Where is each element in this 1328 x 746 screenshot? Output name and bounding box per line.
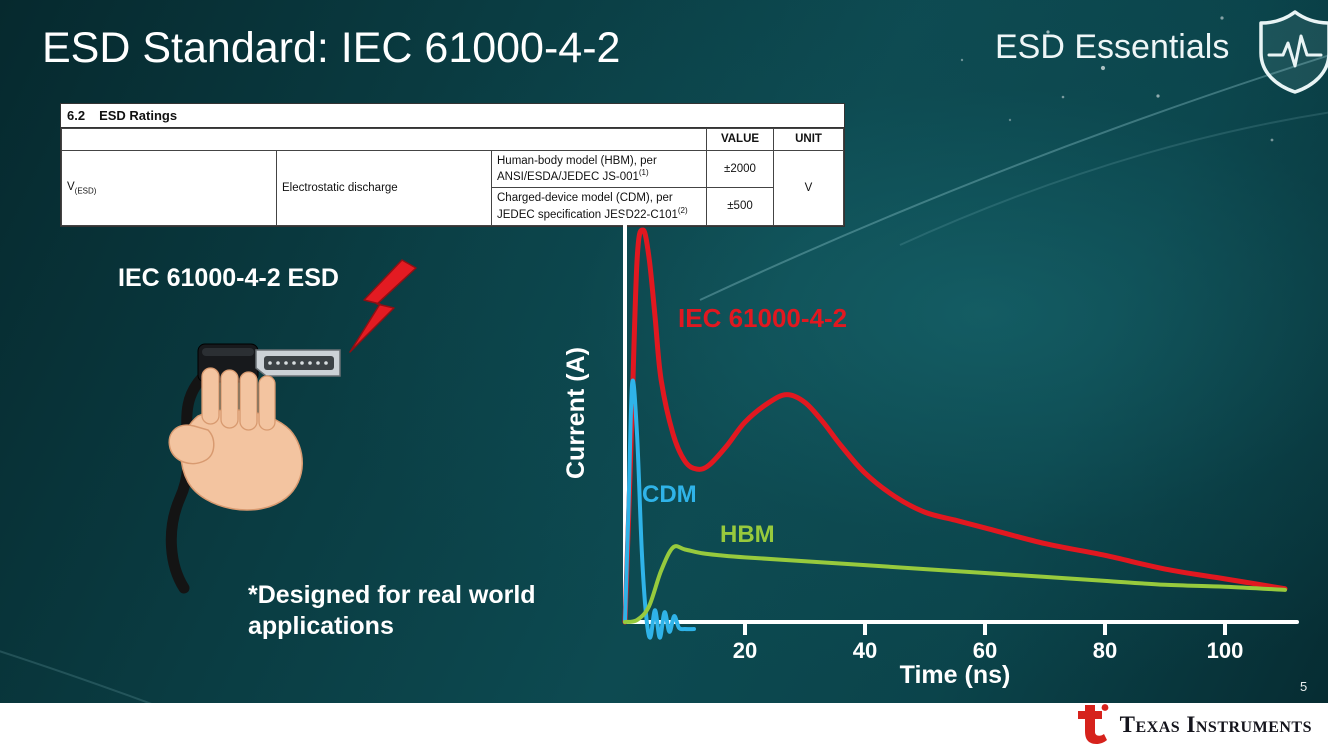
x-tick-label: 60 [973,638,997,663]
series-curve-hbm [623,544,1287,624]
ti-wordmark: Texas Instruments [1119,711,1312,737]
series-label-cdm: CDM [642,481,697,508]
value-header-cell: VALUE [706,128,774,151]
header-spacer-cell [61,128,707,151]
x-tick-label: 100 [1207,638,1244,663]
fingers [201,367,276,431]
thumb [168,424,215,465]
hbm-value-cell: ±2000 [706,149,774,189]
y-axis-label: Current (A) [562,347,590,480]
slide-title: ESD Standard: IEC 61000-4-2 [42,24,621,72]
series-label-iec: IEC 61000-4-2 [678,303,848,333]
ti-logo-icon [1077,703,1109,744]
table-caption: 6.2 ESD Ratings [61,104,844,129]
hbm-description: Human-body model (HBM), per ANSI/ESDA/JE… [497,154,657,183]
symbol-subscript: (ESD) [74,185,97,195]
designed-footnote: *Designed for real world applications [248,581,536,641]
table-caption-number: 6.2 [67,108,86,123]
parameter-cell: Electrostatic discharge [276,149,492,226]
lightning-bolt-icon [349,259,417,353]
footer-bar: Texas Instruments [0,703,1328,746]
esd-chart-svg: 20 40 60 80 100 [622,215,1299,663]
symbol-base: V [67,180,75,193]
cdm-description-cell: Charged-device model (CDM), per JEDEC sp… [491,187,707,226]
cable [165,368,212,594]
esd-waveform-chart: 20 40 60 80 100 Current (A) Time (ns) IEC 61… [560,205,1305,695]
series-label-hbm: HBM [720,521,775,548]
cdm-footnote-ref: (2) [677,205,688,215]
series-curve-iec-61000-4-2 [622,227,1288,625]
table-row: V(ESD) Electrostatic discharge Human-bod… [61,149,844,226]
connector-highlight [202,348,254,356]
unit-header-cell: UNIT [773,128,844,151]
plug-pins [268,361,328,365]
table-caption-text: ESD Ratings [99,108,178,123]
hbm-description-cell: Human-body model (HBM), per ANSI/ESDA/JE… [491,149,707,189]
plug-slot [264,356,334,370]
series-curve-cdm [623,378,696,640]
hand-holding-hdmi-illustration [165,343,341,594]
symbol-cell: V(ESD) [61,149,277,226]
x-tick-label: 40 [853,638,877,663]
x-axis-label: Time (ns) [899,661,1011,689]
page-number: 5 [1300,679,1308,694]
unit-cell: V [773,149,844,226]
esd-shield-icon [1259,10,1328,94]
x-tick-label: 80 [1093,638,1117,663]
program-series-label: ESD Essentials [995,28,1230,66]
hbm-footnote-ref: (1) [638,168,649,177]
cdm-description: Charged-device model (CDM), per JEDEC sp… [497,192,678,221]
table-row: Charged-device model (CDM), per JEDEC sp… [62,187,844,226]
datasheet-ratings-table: 6.2 ESD Ratings VALUE UNIT V(ESD) Electro… [60,103,845,227]
cdm-value-cell: ±500 [706,187,774,226]
iec-esd-label: IEC 61000-4-2 ESD [118,264,339,292]
x-tick-label: 20 [733,638,757,663]
